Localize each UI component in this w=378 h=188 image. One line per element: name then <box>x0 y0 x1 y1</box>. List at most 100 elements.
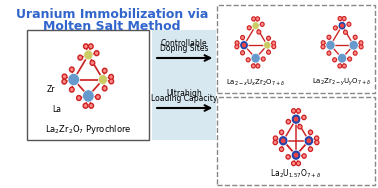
Circle shape <box>286 120 290 124</box>
Circle shape <box>348 57 352 61</box>
Circle shape <box>308 130 313 134</box>
Circle shape <box>241 36 245 39</box>
Circle shape <box>71 69 73 70</box>
Circle shape <box>262 24 263 25</box>
Circle shape <box>258 31 260 33</box>
Circle shape <box>355 36 356 38</box>
Circle shape <box>235 45 239 49</box>
Circle shape <box>322 46 324 48</box>
Circle shape <box>110 76 112 78</box>
Circle shape <box>299 126 301 128</box>
Circle shape <box>84 50 93 60</box>
Circle shape <box>263 41 271 49</box>
Circle shape <box>251 64 255 68</box>
Circle shape <box>260 22 264 26</box>
Circle shape <box>328 52 330 54</box>
FancyBboxPatch shape <box>217 5 375 93</box>
Circle shape <box>104 70 105 72</box>
Circle shape <box>349 40 358 50</box>
Circle shape <box>235 41 239 45</box>
Circle shape <box>274 142 276 143</box>
Circle shape <box>321 45 325 49</box>
Circle shape <box>251 53 260 63</box>
Circle shape <box>338 64 342 68</box>
Circle shape <box>257 18 258 20</box>
Circle shape <box>304 136 314 146</box>
Circle shape <box>303 155 305 157</box>
Circle shape <box>291 161 296 166</box>
Circle shape <box>287 156 289 158</box>
Circle shape <box>279 136 288 146</box>
Circle shape <box>236 42 238 44</box>
Circle shape <box>280 130 284 134</box>
Circle shape <box>315 140 319 145</box>
Circle shape <box>243 44 246 47</box>
Circle shape <box>273 42 274 44</box>
Circle shape <box>78 55 82 60</box>
Circle shape <box>97 96 99 98</box>
Circle shape <box>84 44 88 49</box>
Circle shape <box>316 142 318 143</box>
Circle shape <box>90 105 92 107</box>
Circle shape <box>62 74 67 79</box>
Circle shape <box>94 51 99 56</box>
Circle shape <box>344 65 345 67</box>
Circle shape <box>335 27 336 29</box>
Circle shape <box>297 110 299 112</box>
Text: Controllable: Controllable <box>161 39 208 48</box>
Circle shape <box>316 137 318 139</box>
Text: Uranium Immobilization via: Uranium Immobilization via <box>15 8 208 21</box>
Text: La$_2$U$_{1.57}$O$_{7+\delta}$: La$_2$U$_{1.57}$O$_{7+\delta}$ <box>270 168 322 180</box>
Circle shape <box>339 18 341 19</box>
Circle shape <box>348 24 350 25</box>
Circle shape <box>91 62 93 64</box>
Text: Ultrahigh: Ultrahigh <box>166 89 202 98</box>
Text: La: La <box>52 105 61 114</box>
Circle shape <box>353 51 357 55</box>
Circle shape <box>102 86 107 91</box>
Circle shape <box>248 59 249 61</box>
Circle shape <box>294 153 298 157</box>
Circle shape <box>347 22 351 26</box>
Circle shape <box>64 76 65 77</box>
Circle shape <box>77 96 81 100</box>
Circle shape <box>296 161 301 166</box>
Circle shape <box>273 140 277 145</box>
Circle shape <box>242 37 243 38</box>
Circle shape <box>268 52 269 53</box>
Circle shape <box>268 37 269 39</box>
Circle shape <box>308 147 313 151</box>
Circle shape <box>349 58 350 60</box>
Text: Loading Capacity: Loading Capacity <box>151 94 217 103</box>
Circle shape <box>252 17 256 21</box>
Circle shape <box>360 42 362 44</box>
Circle shape <box>247 26 251 30</box>
Circle shape <box>102 68 107 73</box>
Text: Doping Sites: Doping Sites <box>160 44 208 53</box>
Circle shape <box>327 35 331 39</box>
Circle shape <box>83 103 88 108</box>
Circle shape <box>359 45 363 49</box>
Circle shape <box>334 59 335 61</box>
Circle shape <box>342 17 346 20</box>
Circle shape <box>96 95 100 99</box>
Circle shape <box>339 65 341 67</box>
Circle shape <box>273 136 277 140</box>
Text: Molten Salt Method: Molten Salt Method <box>43 20 181 33</box>
Circle shape <box>110 80 112 82</box>
Circle shape <box>345 31 346 33</box>
Circle shape <box>298 125 302 129</box>
Circle shape <box>282 139 285 143</box>
Circle shape <box>70 67 74 72</box>
Circle shape <box>355 52 356 54</box>
Circle shape <box>321 41 325 45</box>
Circle shape <box>78 97 80 99</box>
Circle shape <box>286 155 290 159</box>
Circle shape <box>338 53 347 63</box>
Text: La$_2$Zr$_2$O$_7$ Pyrochlore: La$_2$Zr$_2$O$_7$ Pyrochlore <box>45 123 132 136</box>
Circle shape <box>71 89 73 91</box>
Circle shape <box>85 105 87 107</box>
Circle shape <box>291 109 296 113</box>
Circle shape <box>256 64 260 68</box>
Circle shape <box>68 73 79 86</box>
